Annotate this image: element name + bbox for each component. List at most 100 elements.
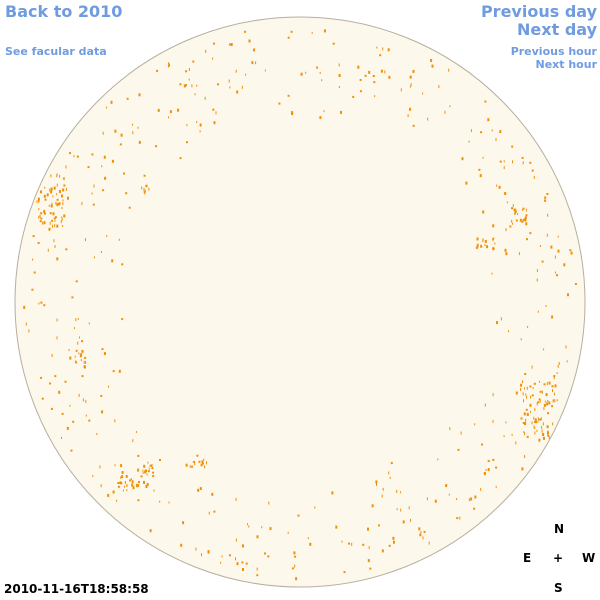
facula <box>563 263 566 267</box>
facula <box>546 402 549 406</box>
facula <box>362 543 365 546</box>
facula <box>449 105 451 108</box>
facula <box>83 365 86 369</box>
facula <box>526 395 528 399</box>
facula <box>25 322 27 326</box>
facula <box>524 387 525 390</box>
facula <box>522 209 524 211</box>
facula <box>536 429 538 432</box>
facula <box>204 96 206 100</box>
facula <box>531 421 533 425</box>
facula <box>521 220 524 223</box>
facula <box>505 228 507 232</box>
facula <box>103 352 106 356</box>
facula <box>340 110 342 114</box>
facula <box>513 208 515 212</box>
facula <box>524 455 526 458</box>
facular-link[interactable]: See facular data <box>5 45 107 58</box>
facula <box>152 471 155 474</box>
facula <box>42 221 44 225</box>
back-link[interactable]: Back to 2010 <box>5 2 123 21</box>
facula <box>300 72 303 76</box>
facula <box>76 155 79 158</box>
facula <box>311 31 313 34</box>
facula <box>324 29 326 33</box>
facula <box>377 524 380 527</box>
facula <box>169 63 170 67</box>
facula <box>245 73 247 76</box>
facula <box>504 192 507 195</box>
facula <box>143 480 145 484</box>
facula <box>213 42 215 45</box>
facula <box>111 101 113 104</box>
facula <box>52 195 54 198</box>
facula <box>545 305 547 308</box>
facula <box>539 399 541 403</box>
facula <box>186 124 188 127</box>
facula <box>112 490 115 494</box>
facula <box>62 202 64 206</box>
facula <box>524 373 527 375</box>
facula <box>41 397 44 400</box>
facula <box>268 501 270 505</box>
facula <box>375 480 378 484</box>
facula <box>31 288 34 291</box>
previous-hour-link[interactable]: Previous hour <box>510 45 597 58</box>
next-hour-link[interactable]: Next hour <box>535 58 598 71</box>
facula <box>62 177 64 180</box>
facula <box>379 54 382 57</box>
facula <box>546 382 548 386</box>
facula <box>522 207 525 210</box>
facula <box>143 174 146 177</box>
facula <box>177 108 180 112</box>
facula <box>513 212 516 215</box>
next-day-link[interactable]: Next day <box>517 20 597 39</box>
facula <box>75 361 78 364</box>
facula <box>146 483 149 486</box>
facula <box>524 432 526 436</box>
facula <box>323 110 325 113</box>
facula <box>536 269 538 273</box>
facula <box>129 479 131 482</box>
facula <box>71 296 74 299</box>
facula <box>496 184 498 187</box>
facula <box>538 398 541 401</box>
facula <box>545 393 548 397</box>
facula <box>541 260 544 263</box>
facula <box>468 498 470 502</box>
facula <box>511 207 513 210</box>
facula <box>62 225 64 227</box>
facula <box>526 386 528 390</box>
previous-day-link[interactable]: Previous day <box>480 2 597 21</box>
facula <box>293 551 296 555</box>
facula <box>554 271 556 274</box>
facula <box>199 123 202 127</box>
facula <box>335 525 338 529</box>
facula <box>520 383 523 387</box>
facula <box>523 399 524 403</box>
facula <box>96 433 98 436</box>
facula <box>465 181 468 185</box>
facula <box>235 497 237 501</box>
facula <box>384 70 386 74</box>
facula <box>514 208 517 212</box>
facula <box>40 212 43 215</box>
facula <box>201 553 202 557</box>
facula <box>496 321 498 325</box>
facula <box>525 393 527 396</box>
facula <box>511 145 514 148</box>
facula <box>169 110 172 114</box>
facula <box>50 187 53 191</box>
facula <box>267 555 270 558</box>
facula <box>183 84 186 88</box>
facula <box>157 108 160 112</box>
facula <box>338 74 341 77</box>
facula <box>539 380 541 383</box>
facula <box>179 157 182 160</box>
facula <box>556 399 558 402</box>
facula <box>503 166 505 170</box>
facula <box>512 160 513 164</box>
facula <box>78 352 80 355</box>
facula <box>376 483 377 486</box>
facula <box>520 417 523 420</box>
